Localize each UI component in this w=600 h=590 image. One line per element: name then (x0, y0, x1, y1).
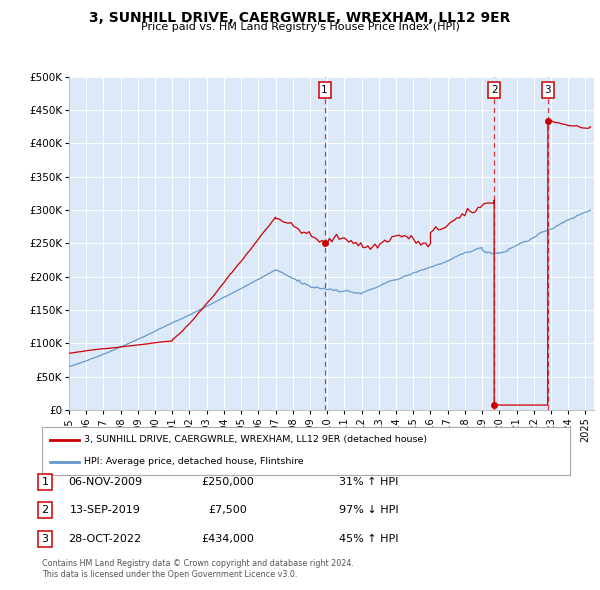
Text: 45% ↑ HPI: 45% ↑ HPI (339, 534, 398, 543)
Text: 1: 1 (41, 477, 49, 487)
Text: 3, SUNHILL DRIVE, CAERGWRLE, WREXHAM, LL12 9ER: 3, SUNHILL DRIVE, CAERGWRLE, WREXHAM, LL… (89, 11, 511, 25)
Text: 28-OCT-2022: 28-OCT-2022 (68, 534, 142, 543)
Text: 3, SUNHILL DRIVE, CAERGWRLE, WREXHAM, LL12 9ER (detached house): 3, SUNHILL DRIVE, CAERGWRLE, WREXHAM, LL… (84, 435, 427, 444)
Text: 2: 2 (491, 85, 497, 95)
Text: £7,500: £7,500 (209, 506, 247, 515)
Text: 06-NOV-2009: 06-NOV-2009 (68, 477, 142, 487)
Text: £434,000: £434,000 (202, 534, 254, 543)
Text: 31% ↑ HPI: 31% ↑ HPI (339, 477, 398, 487)
Text: 1: 1 (322, 85, 328, 95)
Text: HPI: Average price, detached house, Flintshire: HPI: Average price, detached house, Flin… (84, 457, 304, 466)
Text: 3: 3 (41, 534, 49, 543)
Text: 2: 2 (41, 506, 49, 515)
Text: £250,000: £250,000 (202, 477, 254, 487)
Text: 13-SEP-2019: 13-SEP-2019 (70, 506, 140, 515)
Text: 3: 3 (545, 85, 551, 95)
Text: 97% ↓ HPI: 97% ↓ HPI (339, 506, 398, 515)
Text: Contains HM Land Registry data © Crown copyright and database right 2024.: Contains HM Land Registry data © Crown c… (42, 559, 354, 568)
Text: This data is licensed under the Open Government Licence v3.0.: This data is licensed under the Open Gov… (42, 571, 298, 579)
Text: Price paid vs. HM Land Registry's House Price Index (HPI): Price paid vs. HM Land Registry's House … (140, 22, 460, 32)
